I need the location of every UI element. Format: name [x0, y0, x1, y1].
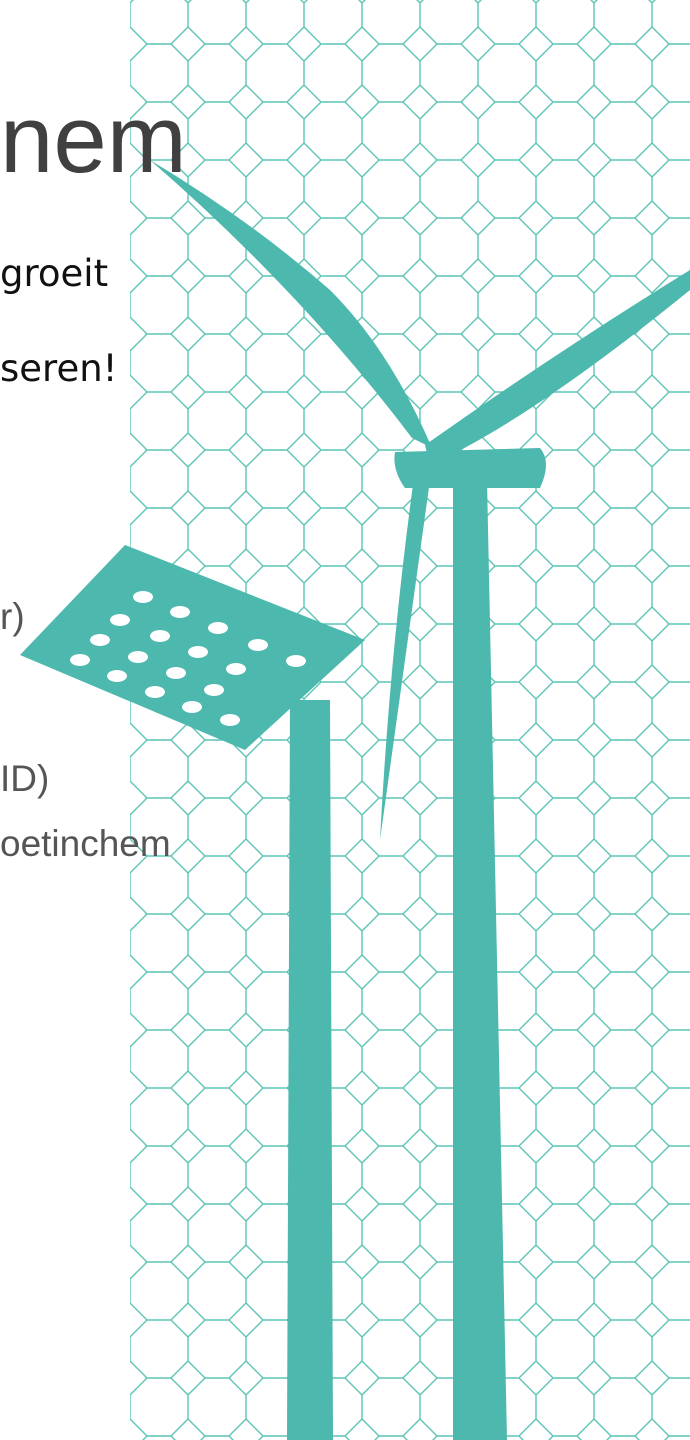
decoration [0, 0, 690, 1440]
list-item: r) [0, 598, 25, 635]
title: nem [0, 92, 187, 188]
list-item: oetinchem [0, 825, 171, 862]
text-line: seren! [0, 350, 118, 387]
list-item: ID) [0, 760, 49, 797]
text-line: groeit [0, 255, 108, 292]
slide: {"slide": {"title": "nem", "lines": ["gr… [0, 0, 690, 1440]
